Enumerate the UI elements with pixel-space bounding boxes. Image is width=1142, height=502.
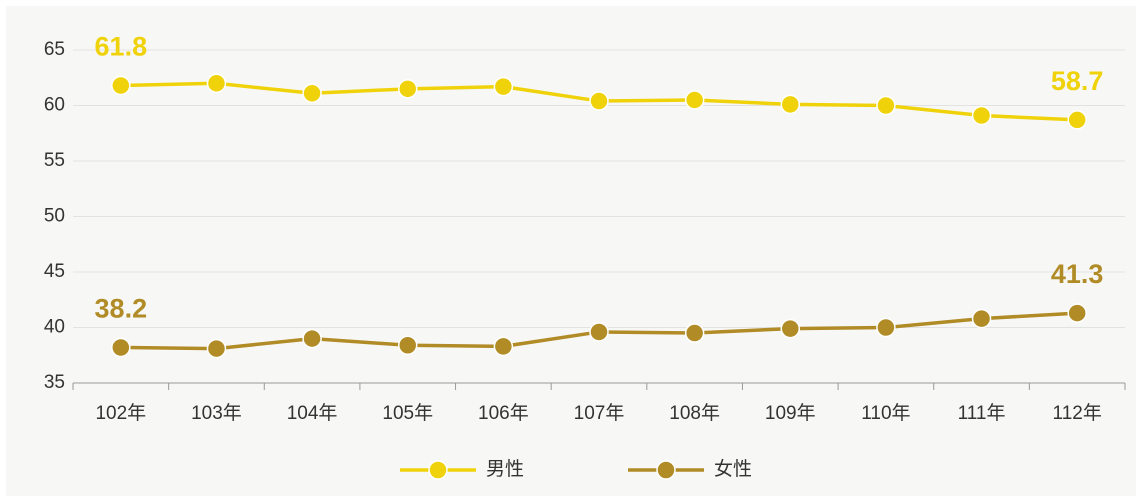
point xyxy=(589,322,609,342)
data-label: 38.2 xyxy=(95,294,148,324)
y-tick-label: 35 xyxy=(44,372,65,393)
point xyxy=(589,91,609,111)
data-label: 61.8 xyxy=(95,32,148,62)
x-tick-label: 111年 xyxy=(958,402,1006,424)
point xyxy=(780,318,801,339)
data-label: 41.3 xyxy=(1051,259,1104,289)
point xyxy=(876,95,896,116)
legend-label: 男性 xyxy=(486,458,524,480)
point xyxy=(493,76,514,97)
point xyxy=(493,336,514,357)
y-tick-label: 60 xyxy=(44,95,65,116)
y-tick-label: 55 xyxy=(44,150,65,171)
point xyxy=(111,75,131,96)
data-label: 58.7 xyxy=(1051,66,1104,96)
point xyxy=(302,328,322,349)
point xyxy=(971,308,992,329)
point xyxy=(971,105,992,126)
y-tick-label: 45 xyxy=(44,261,65,282)
point xyxy=(206,338,227,359)
point xyxy=(397,79,418,99)
x-tick-label: 106年 xyxy=(478,402,529,424)
legend-marker xyxy=(428,460,448,480)
point xyxy=(1067,110,1087,130)
x-tick-label: 107年 xyxy=(574,402,625,424)
point xyxy=(1067,303,1087,323)
x-tick-label: 103年 xyxy=(191,402,242,424)
x-tick-label: 104年 xyxy=(287,402,338,424)
x-tick-label: 112年 xyxy=(1053,402,1102,424)
chart-background xyxy=(6,6,1136,496)
legend-label: 女性 xyxy=(714,458,752,480)
point xyxy=(397,335,418,356)
x-tick-label: 108年 xyxy=(669,402,720,424)
y-tick-label: 40 xyxy=(44,317,65,338)
x-tick-label: 105年 xyxy=(382,402,433,424)
legend-marker xyxy=(656,460,676,480)
point xyxy=(111,337,131,358)
x-tick-label: 110年 xyxy=(861,402,910,424)
y-tick-label: 65 xyxy=(44,39,65,60)
y-tick-label: 50 xyxy=(44,206,65,227)
point xyxy=(684,90,705,110)
point xyxy=(302,83,322,104)
x-tick-label: 102年 xyxy=(95,402,146,424)
point xyxy=(206,73,227,94)
point xyxy=(780,94,801,115)
point xyxy=(684,323,705,343)
point xyxy=(876,317,896,338)
x-tick-label: 109年 xyxy=(765,402,816,424)
